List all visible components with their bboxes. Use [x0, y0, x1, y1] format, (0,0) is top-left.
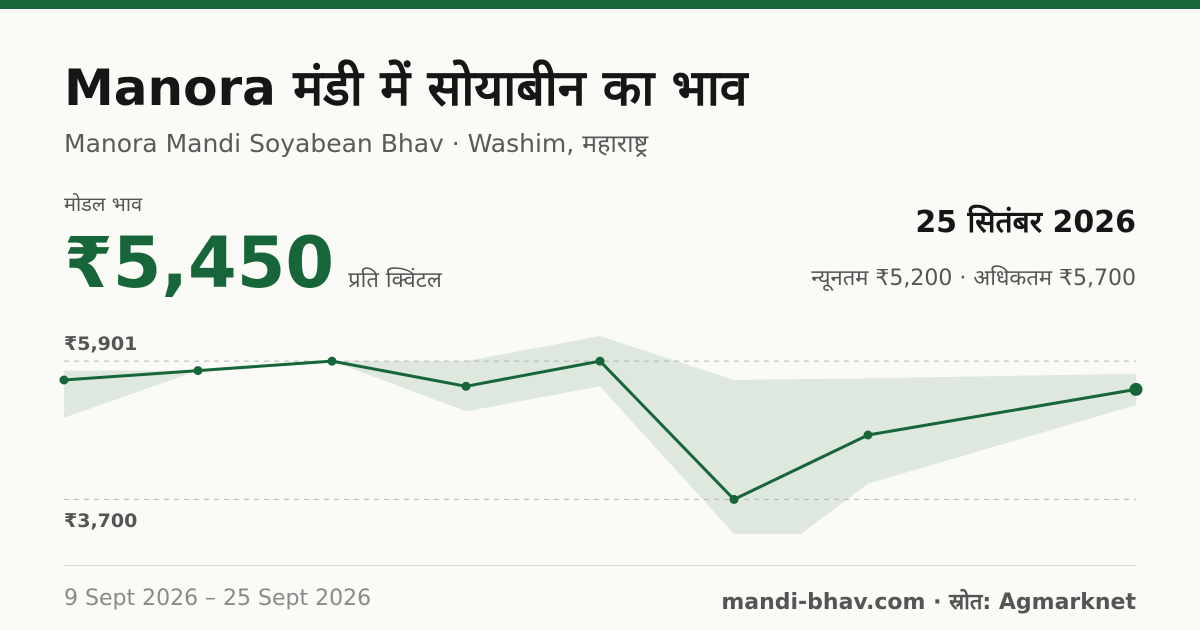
price-point: [729, 494, 739, 504]
price-point: [193, 366, 203, 376]
price-point: [461, 381, 471, 391]
price-point: [59, 375, 69, 385]
source-credit: mandi-bhav.com · स्रोत: Agmarknet: [721, 590, 1136, 615]
top-accent-bar: [0, 0, 1200, 9]
model-price-line: [63, 359, 1137, 501]
model-price-value: ₹5,450: [64, 222, 335, 304]
model-price-label: मोडल भाव: [64, 192, 143, 216]
price-range: न्यूनतम ₹5,200 · अधिकतम ₹5,700: [811, 266, 1136, 291]
price-unit: प्रति क्विंटल: [348, 268, 442, 293]
price-point: [863, 430, 873, 440]
price-date: 25 सितंबर 2026: [915, 205, 1136, 240]
page-subtitle: Manora Mandi Soyabean Bhav · Washim, महा…: [64, 129, 649, 158]
price-range-band: [64, 336, 1136, 534]
price-point: [595, 356, 605, 366]
axis-min-label: ₹3,700: [64, 510, 138, 532]
footer-divider: [64, 565, 1136, 566]
latest-price-point: [1129, 382, 1143, 396]
price-point: [327, 356, 337, 366]
axis-max-label: ₹5,901: [64, 333, 138, 355]
price-row: ₹5,450 प्रति क्विंटल: [64, 222, 442, 304]
date-period: 9 Sept 2026 – 25 Sept 2026: [64, 586, 372, 611]
page-title: Manora मंडी में सोयाबीन का भाव: [64, 59, 748, 117]
